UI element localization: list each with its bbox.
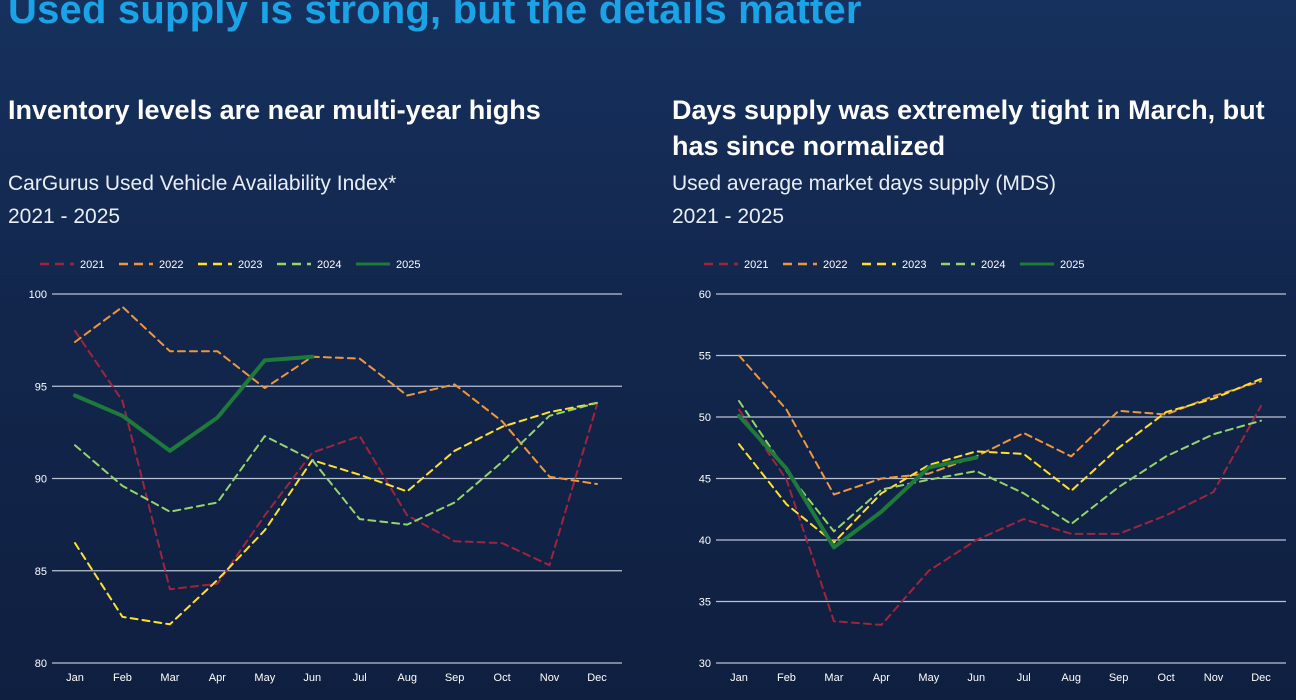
- chart-date-range: 2021 - 2025: [672, 205, 785, 228]
- y-tick-label: 85: [35, 566, 47, 578]
- availability-index-chart: 80 85 90 95 100 Jan Feb Mar Apr May Jun Jul Aug Sep Oc…: [29, 259, 622, 684]
- series-line-2021: [74, 329, 598, 591]
- x-tick-label: Aug: [1061, 672, 1081, 684]
- legend-item: 2025: [1020, 259, 1084, 271]
- x-tick-label: May: [918, 672, 939, 684]
- chart-panel-inventory: Inventory levels are near multi-year hig…: [0, 0, 640, 700]
- legend-label: 2022: [159, 259, 183, 271]
- chart-subtitle: CarGurus Used Vehicle Availability Index…: [8, 172, 397, 195]
- days-supply-chart: 30 35 40 45 50 55 60 Jan Feb Mar Apr May Jun Jul Aug Se…: [699, 259, 1286, 684]
- x-tick-label: Jul: [353, 672, 367, 684]
- panel-headline: Inventory levels are near multi-year hig…: [8, 95, 541, 125]
- x-tick-label: Jun: [967, 672, 985, 684]
- panel-headline: Days supply was extremely tight in March…: [672, 95, 1265, 161]
- legend-label: 2023: [902, 259, 926, 271]
- legend-label: 2023: [238, 259, 262, 271]
- y-tick-label: 55: [699, 351, 711, 363]
- page-title: Used supply is strong, but the details m…: [8, 0, 862, 32]
- y-tick-label: 30: [699, 658, 711, 670]
- x-tick-label: Mar: [160, 672, 179, 684]
- y-tick-label: 40: [699, 535, 711, 547]
- y-tick-label: 90: [35, 474, 47, 486]
- x-tick-label: May: [254, 672, 275, 684]
- series-line-2025: [73, 354, 315, 453]
- x-tick-label: Jan: [66, 672, 84, 684]
- legend-label: 2024: [981, 259, 1005, 271]
- legend-item: 2021: [704, 259, 768, 271]
- x-tick-label: Apr: [209, 672, 226, 684]
- series-line-2025: [737, 413, 979, 550]
- x-tick-label: Jun: [303, 672, 321, 684]
- chart-subtitle: Used average market days supply (MDS): [672, 172, 1056, 195]
- y-tick-label: 100: [29, 289, 47, 301]
- x-tick-label: Dec: [587, 672, 607, 684]
- y-tick-label: 45: [699, 474, 711, 486]
- series-line-2024: [738, 400, 1262, 533]
- x-tick-label: Jul: [1017, 672, 1031, 684]
- legend-item: 2023: [198, 259, 262, 271]
- x-tick-label: Nov: [1204, 672, 1224, 684]
- x-tick-label: Feb: [777, 672, 796, 684]
- legend-label: 2025: [1060, 259, 1084, 271]
- legend-item: 2024: [277, 259, 341, 271]
- y-tick-label: 95: [35, 381, 47, 393]
- y-tick-label: 50: [699, 412, 711, 424]
- legend-item: 2023: [862, 259, 926, 271]
- chart-date-range: 2021 - 2025: [8, 205, 121, 228]
- legend-label: 2022: [823, 259, 847, 271]
- legend-item: 2021: [40, 259, 104, 271]
- x-tick-label: Oct: [1158, 672, 1175, 684]
- x-tick-label: Sep: [445, 672, 465, 684]
- series-line-2024: [74, 401, 598, 526]
- legend-item: 2022: [783, 259, 847, 271]
- series-line-2023: [74, 401, 598, 626]
- series-line-2021: [738, 404, 1262, 626]
- x-tick-label: Nov: [540, 672, 560, 684]
- x-tick-label: Sep: [1109, 672, 1129, 684]
- x-tick-label: Jan: [730, 672, 748, 684]
- x-tick-label: Apr: [873, 672, 890, 684]
- x-tick-label: Oct: [494, 672, 511, 684]
- legend-item: 2022: [119, 259, 183, 271]
- legend-item: 2025: [356, 259, 420, 271]
- x-tick-label: Aug: [397, 672, 417, 684]
- legend-label: 2021: [744, 259, 768, 271]
- x-tick-label: Dec: [1251, 672, 1271, 684]
- legend-label: 2025: [396, 259, 420, 271]
- x-tick-label: Feb: [113, 672, 132, 684]
- legend-label: 2024: [317, 259, 341, 271]
- y-tick-label: 35: [699, 597, 711, 609]
- series-line-2022: [74, 305, 598, 485]
- x-tick-label: Mar: [824, 672, 843, 684]
- chart-panel-days-supply: Days supply was extremely tight in March…: [664, 0, 1296, 700]
- series-line-2022: [738, 354, 1262, 496]
- y-tick-label: 60: [699, 289, 711, 301]
- legend-item: 2024: [941, 259, 1005, 271]
- y-tick-label: 80: [35, 658, 47, 670]
- legend-label: 2021: [80, 259, 104, 271]
